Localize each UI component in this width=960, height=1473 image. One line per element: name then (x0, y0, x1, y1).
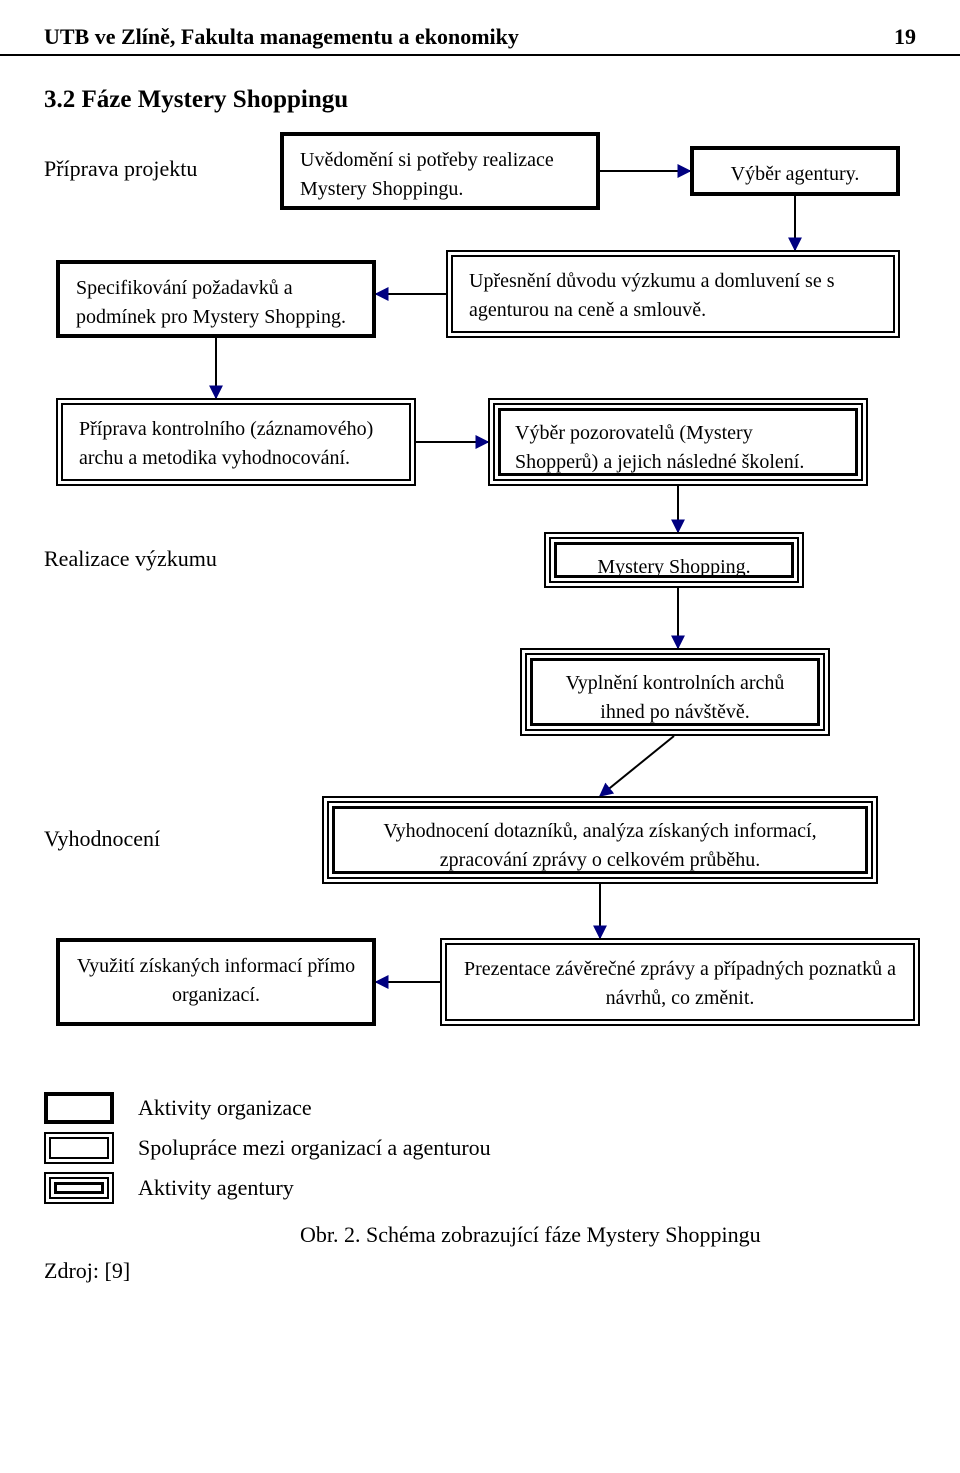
legend-swatch-l1 (44, 1092, 114, 1124)
arrow (600, 736, 674, 796)
legend-swatch-l3 (44, 1172, 114, 1204)
flow-node-n1: Uvědomění si potřeby realizace Mystery S… (280, 132, 600, 210)
figure-source: Zdroj: [9] (44, 1258, 130, 1284)
figure-caption: Obr. 2. Schéma zobrazující fáze Mystery … (300, 1222, 761, 1248)
flow-node-n6-text: Výběr pozorovatelů (Mystery Shopperů) a … (498, 408, 858, 476)
phase-label-p2: Realizace výzkumu (44, 546, 217, 572)
flow-node-n4: Upřesnění důvodu výzkumu a domluvení se … (446, 250, 900, 338)
flow-node-n11: Prezentace závěrečné zprávy a případných… (440, 938, 920, 1026)
legend-label-l3: Aktivity agentury (138, 1175, 294, 1201)
phase-label-p1: Příprava projektu (44, 156, 197, 182)
flow-node-n6: Výběr pozorovatelů (Mystery Shopperů) a … (488, 398, 868, 486)
legend: Aktivity organizace Spolupráce mezi organ… (44, 1092, 491, 1204)
flow-node-n8: Vyplnění kontrolních archů ihned po návš… (520, 648, 830, 736)
page-header: UTB ve Zlíně, Fakulta managementu a ekon… (0, 0, 960, 56)
phase-label-p3: Vyhodnocení (44, 826, 160, 852)
legend-label-l1: Aktivity organizace (138, 1095, 312, 1121)
flow-node-n3: Specifikování požadavků a podmínek pro M… (56, 260, 376, 338)
flow-node-n2: Výběr agentury. (690, 146, 900, 196)
flow-node-n7: Mystery Shopping. (544, 532, 804, 588)
flowchart-stage: Uvědomění si potřeby realizace Mystery S… (0, 122, 960, 1282)
header-page-number: 19 (894, 24, 916, 50)
flow-node-n8-text: Vyplnění kontrolních archů ihned po návš… (530, 658, 820, 726)
legend-row-l2: Spolupráce mezi organizací a agenturou (44, 1132, 491, 1164)
legend-row-l3: Aktivity agentury (44, 1172, 491, 1204)
flow-node-n10: Využití získaných informací přímo organi… (56, 938, 376, 1026)
flow-node-n7-text: Mystery Shopping. (554, 542, 794, 578)
flow-node-n5: Příprava kontrolního (záznamového) archu… (56, 398, 416, 486)
flow-node-n9: Vyhodnocení dotazníků, analýza získaných… (322, 796, 878, 884)
section-title: 3.2 Fáze Mystery Shoppingu (0, 56, 960, 122)
legend-row-l1: Aktivity organizace (44, 1092, 491, 1124)
flow-node-n9-text: Vyhodnocení dotazníků, analýza získaných… (332, 806, 868, 874)
legend-swatch-l2 (44, 1132, 114, 1164)
legend-label-l2: Spolupráce mezi organizací a agenturou (138, 1135, 491, 1161)
header-left: UTB ve Zlíně, Fakulta managementu a ekon… (44, 24, 519, 50)
